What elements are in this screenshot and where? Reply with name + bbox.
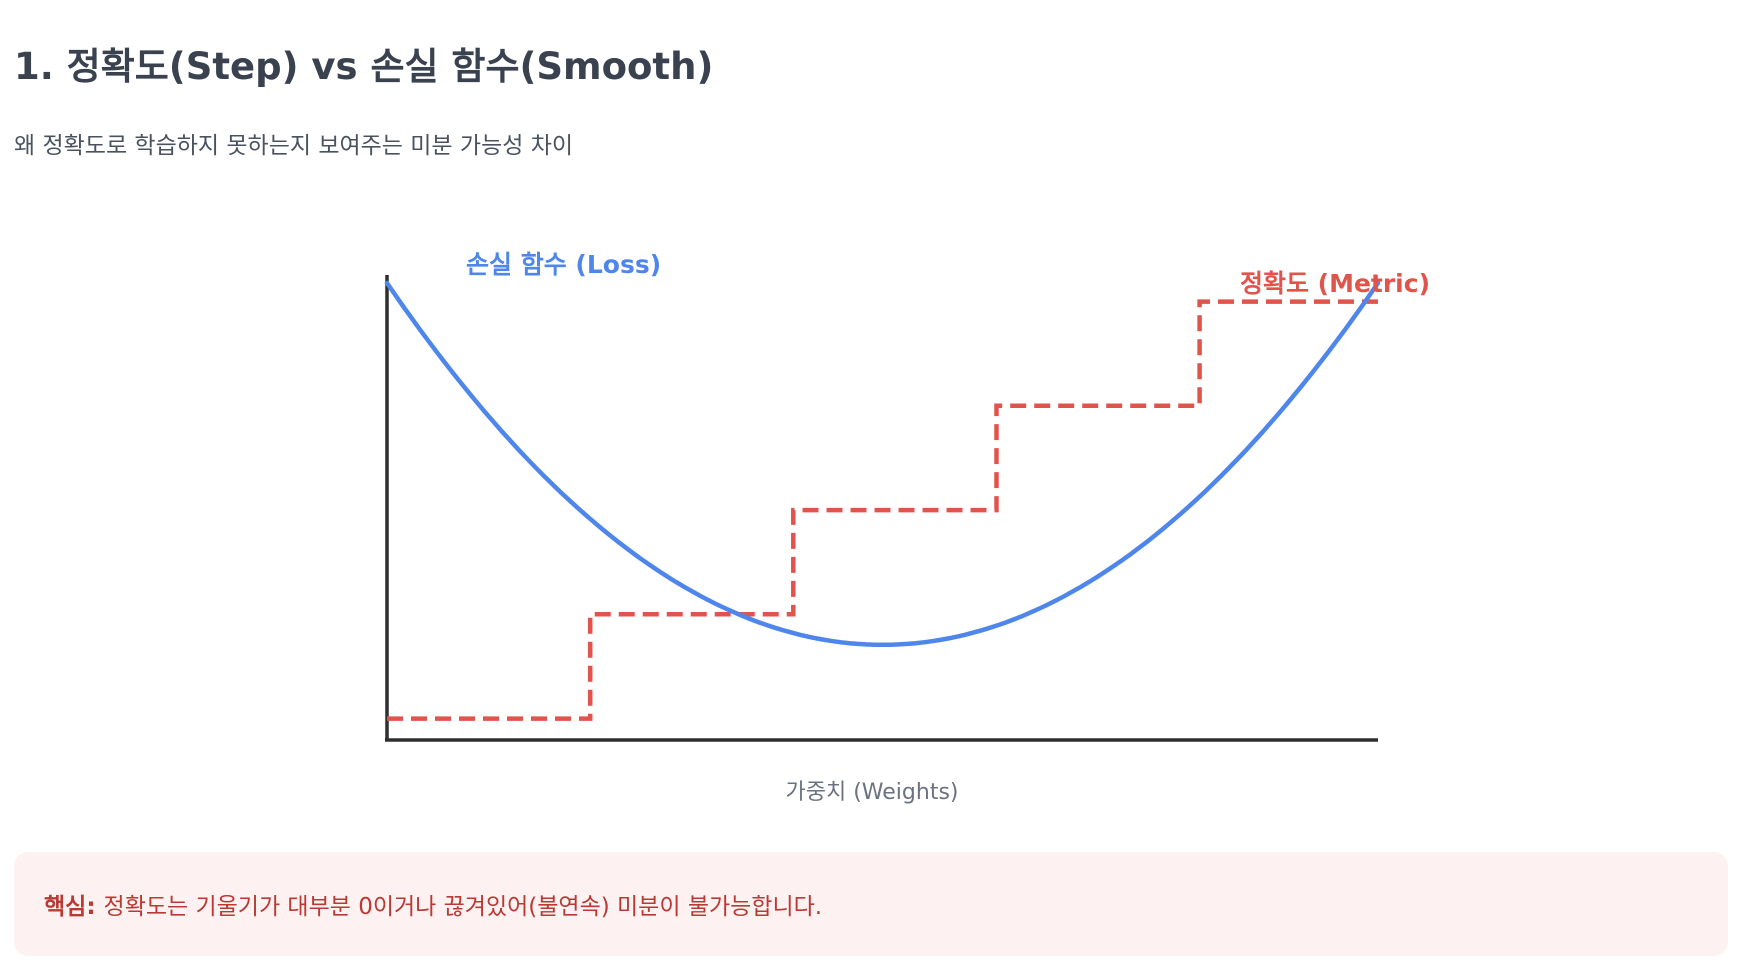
x-axis-label: 가중치 (Weights) xyxy=(786,780,959,805)
loss-series-line xyxy=(384,280,1381,648)
metric-series-label: 정확도 (Metric) xyxy=(1240,269,1430,298)
loss-series-label: 손실 함수 (Loss) xyxy=(466,250,661,279)
page-title: 1. 정확도(Step) vs 손실 함수(Smooth) xyxy=(14,45,714,88)
callout-label: 핵심: xyxy=(44,894,96,920)
callout-text: 정확도는 기울기가 대부분 0이거나 끊겨있어(불연속) 미분이 불가능합니다. xyxy=(103,894,823,920)
page-subtitle: 왜 정확도로 학습하지 못하는지 보여주는 미분 가능성 차이 xyxy=(14,133,574,159)
key-point-callout: 핵심: 정확도는 기울기가 대부분 0이거나 끊겨있어(불연속) 미분이 불가능… xyxy=(14,852,1728,956)
metric-series-line xyxy=(387,299,1378,721)
loss-vs-metric-chart: 손실 함수 (Loss) 정확도 (Metric) 가중치 (Weights) xyxy=(384,250,1430,805)
